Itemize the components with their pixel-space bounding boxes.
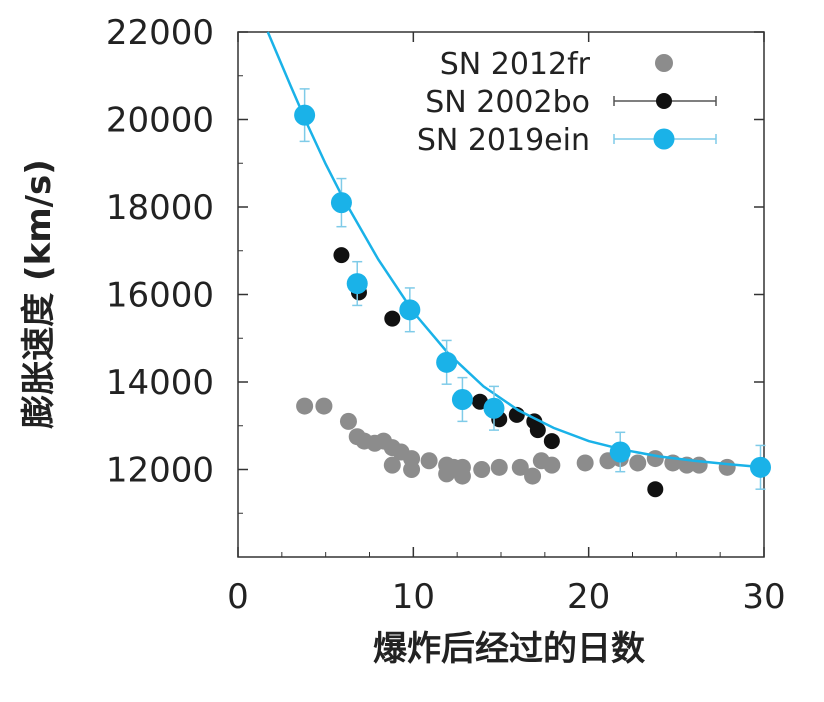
sn2012fr-point [403, 461, 421, 478]
sn2002bo-point [647, 481, 664, 498]
y-tick-label: 20000 [106, 101, 214, 141]
legend-marker [656, 93, 672, 109]
sn2019ein-point [749, 456, 771, 478]
sn2012fr-point [473, 461, 491, 478]
y-axis-ticks: 12000 14000 16000 18000 20000 22000 [106, 13, 764, 514]
x-tick-label: 20 [567, 577, 610, 617]
sn2012fr-point [511, 458, 529, 476]
sn2012fr-point [543, 456, 561, 474]
sn2012fr-point [690, 456, 708, 474]
sn2002bo-point [333, 247, 350, 264]
x-tick-label: 0 [227, 577, 249, 617]
y-tick-label: 12000 [106, 451, 214, 491]
sn2012fr-point [420, 452, 438, 470]
sn2019ein-point [346, 273, 368, 295]
legend-marker [655, 54, 673, 72]
legend-marker [653, 128, 675, 150]
sn2019ein-point [330, 192, 352, 214]
chart-marks [266, 31, 771, 498]
sn2019ein-point [399, 299, 421, 321]
sn2012fr-point [296, 397, 314, 415]
sn2012fr-point [383, 456, 401, 474]
sn2019ein-point [483, 397, 505, 419]
sn2019ein-point [294, 104, 316, 126]
sn2012fr-point [339, 412, 357, 430]
y-tick-label: 22000 [106, 13, 214, 53]
sn2012fr-point [576, 454, 594, 472]
y-tick-label: 14000 [106, 363, 214, 403]
sn2012fr-point [453, 467, 471, 485]
x-tick-label: 10 [392, 577, 435, 617]
sn2012fr-point [629, 454, 647, 472]
sn2019ein-point [436, 351, 458, 373]
legend-label: SN 2002bo [425, 85, 590, 120]
y-tick-label: 16000 [106, 276, 214, 316]
legend-label: SN 2012fr [440, 47, 591, 82]
y-tick-label: 18000 [106, 188, 214, 228]
sn2002bo-point [543, 433, 560, 450]
sn2012fr-point [490, 458, 508, 476]
x-tick-label: 30 [742, 577, 785, 617]
y-axis-title: 膨胀速度 (km/s) [19, 159, 59, 430]
sn2019ein-point [451, 389, 473, 410]
legend-label: SN 2019ein [417, 123, 590, 158]
sn2012fr-point [646, 450, 664, 468]
sn2019ein-point [609, 441, 631, 463]
x-axis-ticks: 0 10 20 30 [227, 32, 786, 617]
sn2019ein-fit-curve [266, 31, 765, 469]
sn2012fr-point [438, 465, 456, 483]
sn2002bo-point [529, 422, 546, 439]
sn2012fr-point [315, 397, 333, 415]
sn2012fr-point [524, 467, 542, 485]
sn2012fr-point [718, 458, 736, 476]
sn2002bo-point [384, 310, 401, 327]
x-axis-title: 爆炸后经过的日数 [373, 629, 645, 669]
